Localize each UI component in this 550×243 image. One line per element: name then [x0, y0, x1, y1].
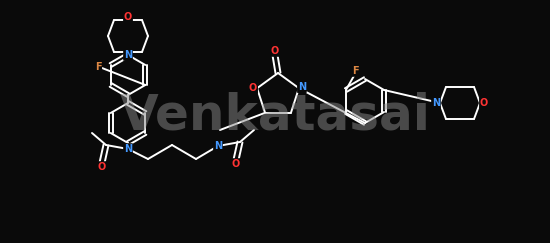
Text: O: O: [232, 159, 240, 169]
Text: O: O: [480, 98, 488, 108]
Text: F: F: [95, 62, 101, 72]
Text: N: N: [214, 141, 222, 151]
Text: Venkatasai: Venkatasai: [119, 91, 431, 139]
Text: N: N: [124, 50, 132, 60]
Text: N: N: [432, 98, 440, 108]
Text: N: N: [124, 144, 132, 154]
Text: O: O: [271, 46, 279, 56]
Text: O: O: [98, 162, 106, 172]
Text: F: F: [351, 66, 358, 76]
Text: O: O: [124, 12, 132, 22]
Text: N: N: [298, 82, 306, 92]
Text: O: O: [249, 83, 257, 93]
